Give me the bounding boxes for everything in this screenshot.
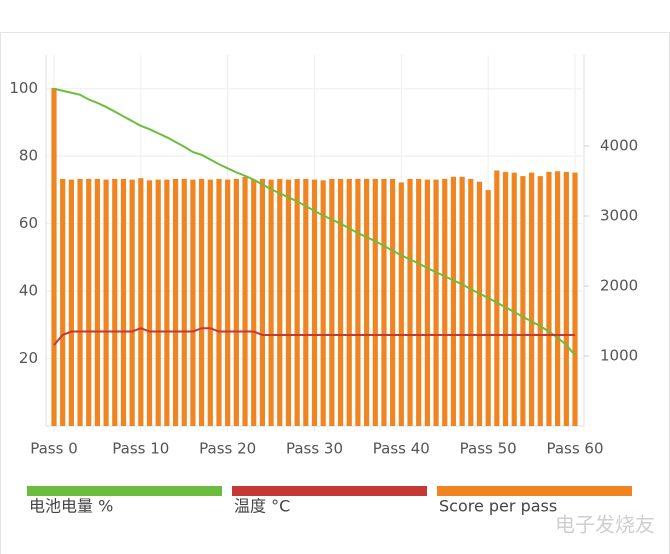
bar [407,178,413,426]
legend-swatch [27,486,222,496]
bar [459,176,465,426]
bar [103,179,109,426]
bar [94,178,101,426]
y-tick-label: 100 [9,79,38,97]
y-tick-label: 80 [19,147,38,165]
bar [277,178,283,426]
y-tick-label: 40 [19,282,38,300]
bar [60,178,66,426]
bar [112,178,118,426]
bar [77,178,83,426]
y2-tick-label: 4000 [600,137,638,155]
x-tick-label: Pass 50 [460,440,517,458]
bar [68,179,74,426]
bar [511,172,517,426]
bar [311,179,318,426]
bar [242,176,248,426]
bar [555,171,561,426]
x-tick-label: Pass 60 [546,440,603,458]
bar [120,178,127,426]
bar [572,172,578,426]
bar [303,178,309,426]
legend-label: 电池电量 % [29,497,113,516]
bar [329,178,335,426]
y2-tick-label: 2000 [600,277,638,295]
bar [216,178,222,426]
bar [129,179,135,426]
line [53,87,576,356]
x-tick-label: Pass 40 [373,440,430,458]
bar [433,179,439,426]
x-tick-label: Pass 30 [286,440,343,458]
legend-swatch [232,486,427,496]
bar [146,180,153,426]
x-tick-label: Pass 20 [199,440,256,458]
legend-label: 温度 °C [234,497,290,516]
x-tick-label: Pass 0 [30,440,78,458]
bar [164,179,170,426]
bar [225,179,231,426]
bar [172,178,179,426]
bar [285,179,292,426]
bar [442,178,448,426]
bar [398,182,404,426]
bar [86,178,92,426]
bar [199,178,205,426]
bar [233,178,239,426]
y-tick-label: 60 [19,214,38,232]
bar [450,176,457,426]
bar [181,178,187,426]
bar [155,179,161,426]
bar [364,178,370,426]
bar [528,172,535,426]
bar [520,176,526,426]
bar [416,178,422,426]
line [53,327,575,346]
y2-tick-label: 1000 [600,347,638,365]
bar [207,179,213,426]
legend-swatch [437,486,632,496]
bar [337,178,344,426]
bar [372,178,378,426]
bar [390,178,396,426]
bar [468,178,474,426]
bar [251,179,257,426]
bar [502,171,509,426]
bar [190,179,196,426]
legend-label: Score per pass [439,497,557,516]
bar [51,87,57,427]
bar [320,180,326,426]
bar [424,179,430,426]
watermark: 电子发烧友 [555,513,655,537]
bar [268,179,274,426]
x-tick-label: Pass 10 [112,440,169,458]
bar [294,178,300,426]
bar [546,171,552,426]
bar [259,178,265,426]
bar [476,181,483,426]
y-tick-label: 20 [19,349,38,367]
bar [346,178,352,426]
bar [537,176,543,426]
y2-tick-label: 3000 [600,207,638,225]
bar [381,178,387,426]
bar [494,170,500,426]
bar [138,178,144,426]
bar [563,171,569,426]
bar [355,178,361,426]
bar [485,190,491,426]
